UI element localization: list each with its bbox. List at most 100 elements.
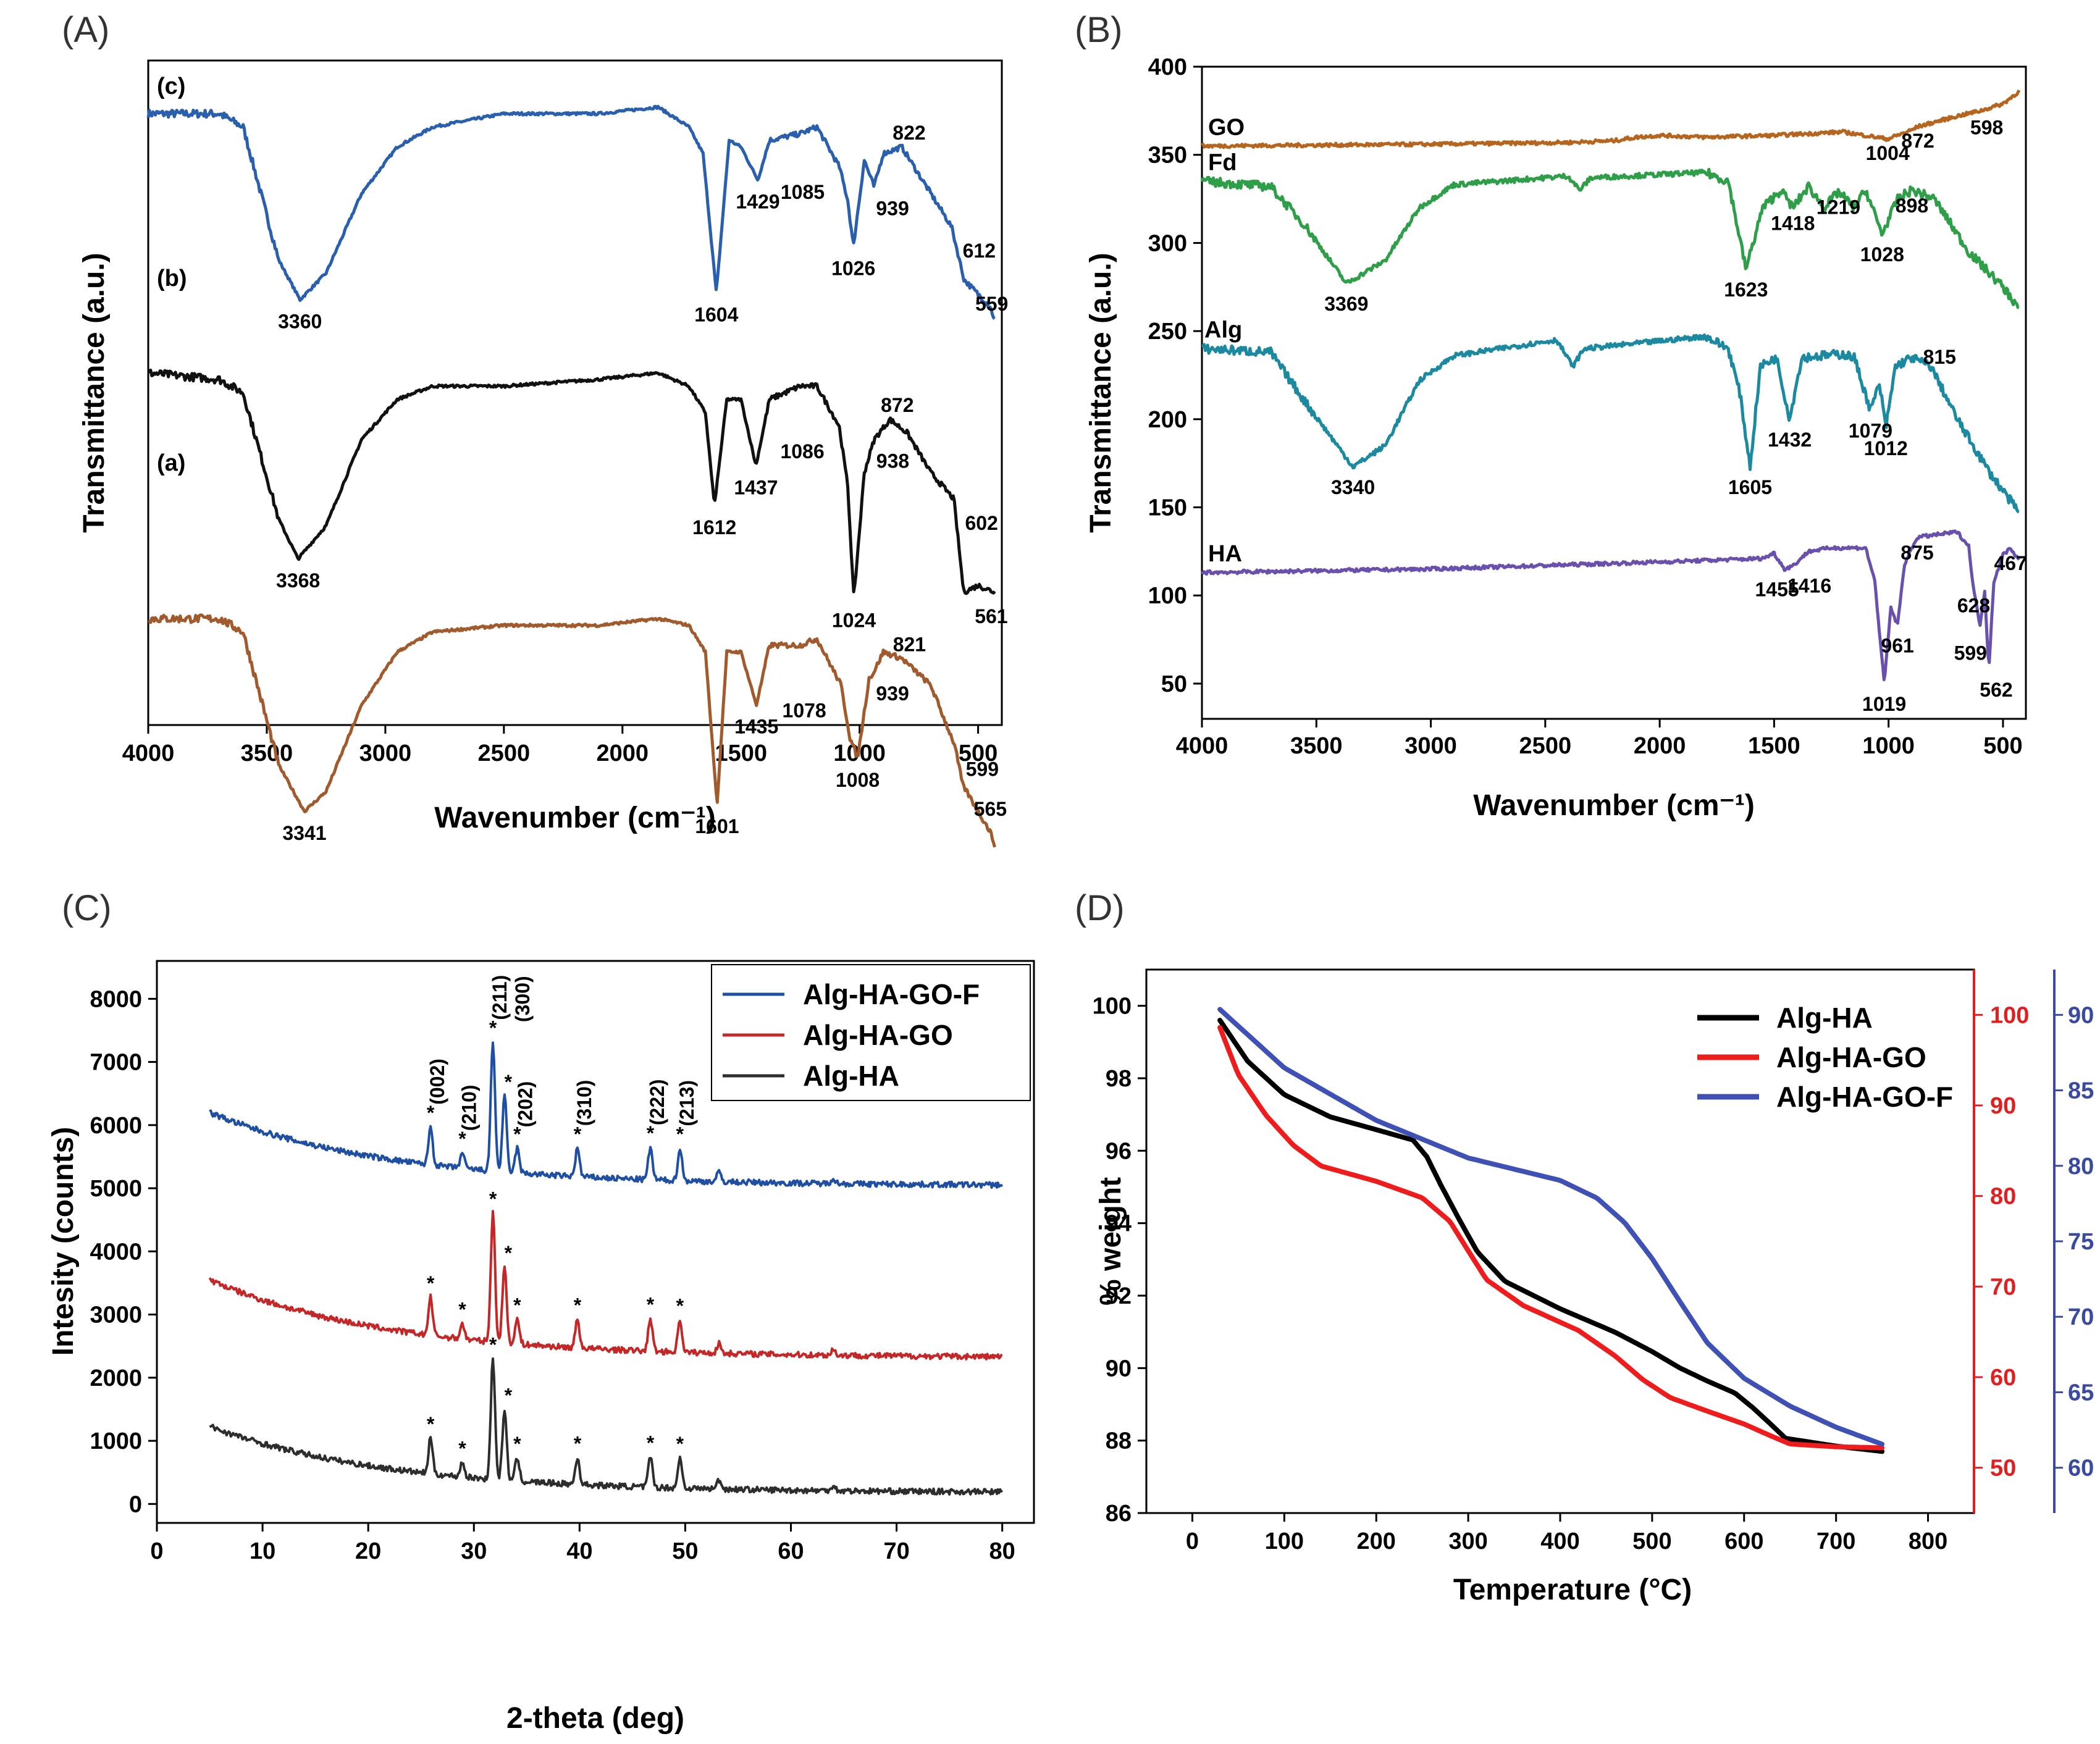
panel-b-label: (B) xyxy=(1075,10,1122,50)
panel-a-peak-labels: (c) 3360 1604 1429 1085 1026 939 822 612 559 (b) 33… xyxy=(157,73,1008,844)
panel-b-series-line xyxy=(1200,167,2020,309)
panel-d-y-tick-label: 92 xyxy=(1106,1283,1132,1309)
panel-c-peak-star: * xyxy=(676,1294,684,1317)
panel-c-hkl-label: (300) xyxy=(511,976,534,1022)
panel-b-x-label: Wavenumber (cm⁻¹) xyxy=(1473,789,1755,822)
panel-d-ticks: 0 100 200 300 400 500 600 700 800 86 88 90 92 94 96 98 1… xyxy=(1093,994,2094,1554)
panel-d: (D) 0 100 200 300 400 500 600 700 800 86 88 90 92 94 9… xyxy=(1075,888,2094,1606)
panel-c-series xyxy=(208,1041,1004,1496)
panel-a-series-name: (a) xyxy=(157,450,185,476)
panel-c-y-tick-label: 0 xyxy=(129,1491,142,1517)
panel-a-peak-label: 1086 xyxy=(780,440,824,463)
panel-c-x-tick-label: 50 xyxy=(672,1538,698,1564)
panel-d-red-tick-label: 80 xyxy=(1990,1184,2016,1210)
panel-a-x-tick-label: 3000 xyxy=(359,740,412,766)
panel-b-peak-label: 1004 xyxy=(1866,142,1910,164)
panel-a-peak-label: 1078 xyxy=(783,699,826,721)
panel-a-peak-label: 612 xyxy=(963,240,996,262)
panel-a-peak-label: 599 xyxy=(966,758,999,780)
panel-b-peak-label: 961 xyxy=(1881,635,1913,657)
panel-a-frame xyxy=(147,59,1003,726)
panel-b-y-tick-label: 200 xyxy=(1148,407,1187,433)
panel-d-blue-tick-label: 85 xyxy=(2068,1078,2094,1104)
panel-a-x-ticks: 4000 3500 3000 2500 2000 1500 1000 500 xyxy=(122,725,998,766)
panel-c-y-tick-label: 5000 xyxy=(90,1176,142,1202)
panel-d-x-tick-label: 500 xyxy=(1632,1528,1671,1554)
panel-c-y-tick-label: 7000 xyxy=(90,1050,142,1076)
panel-b-peak-label: 1455 xyxy=(1755,578,1799,600)
panel-b-y-tick-label: 300 xyxy=(1148,230,1187,256)
panel-c-y-label: Intesity (counts) xyxy=(47,1127,80,1356)
panel-c-x-tick-label: 40 xyxy=(566,1538,592,1564)
panel-b-peak-label: 1079 xyxy=(1849,420,1892,442)
panel-b-peak-label: 872 xyxy=(1901,130,1934,152)
panel-b-x-tick-label: 2000 xyxy=(1634,733,1686,759)
panel-c-series-line xyxy=(208,1210,1003,1360)
panel-b-peak-label: 598 xyxy=(1970,116,2003,138)
panel-c-series-line xyxy=(209,1041,1004,1189)
panel-a-peak-label: 561 xyxy=(975,605,1007,627)
panel-b-peak-label: 898 xyxy=(1896,195,1928,217)
panel-b-x-tick-label: 1500 xyxy=(1748,733,1800,759)
panel-b-y-tick-label: 50 xyxy=(1161,671,1187,697)
panel-a-peak-label: 821 xyxy=(893,633,926,655)
panel-a-series-line xyxy=(148,613,996,848)
panel-c-legend-box xyxy=(711,964,1031,1101)
panel-c-x-tick-label: 80 xyxy=(989,1538,1015,1564)
panel-a-peak-label: 872 xyxy=(881,394,914,416)
panel-a-peak-label: 1601 xyxy=(695,815,739,837)
panel-c-label: (C) xyxy=(62,888,112,928)
panel-a-x-tick-label: 2500 xyxy=(478,740,531,766)
panel-d-x-label: Temperature (°C) xyxy=(1453,1574,1692,1606)
panel-b: (B) 4000 3500 3000 2500 2000 1500 1000 500 50 100… xyxy=(1075,10,2027,822)
panel-b-peak-label: 628 xyxy=(1957,595,1990,617)
panel-a-peak-label: 939 xyxy=(876,197,909,219)
panel-b-peak-label: 562 xyxy=(1980,679,2012,701)
panel-d-series xyxy=(1217,1007,1885,1454)
panel-c-peak-star: * xyxy=(676,1433,684,1455)
panel-b-peak-label: 3369 xyxy=(1324,293,1368,315)
panel-c-peak-star: * xyxy=(489,1334,497,1356)
panel-c-y-tick-label: 6000 xyxy=(90,1113,142,1139)
panel-c-peak-star: * xyxy=(505,1071,513,1093)
panel-c-peak-star: * xyxy=(647,1122,655,1144)
panel-b-x-tick-label: 1000 xyxy=(1862,733,1915,759)
panel-a-peak-label: 938 xyxy=(876,450,909,472)
panel-c-y-tick-label: 3000 xyxy=(90,1302,142,1328)
panel-a-x-tick-label: 4000 xyxy=(122,740,175,766)
panel-d-x-tick-label: 300 xyxy=(1448,1528,1487,1554)
panel-c-peak-star: * xyxy=(647,1432,655,1454)
panel-b-series-name: GO xyxy=(1208,114,1245,140)
panel-d-x-tick-label: 0 xyxy=(1186,1528,1199,1554)
panel-a-series xyxy=(146,104,996,848)
panel-a-peak-label: 3341 xyxy=(282,822,326,844)
panel-c-peak-star: * xyxy=(458,1437,466,1459)
panel-c-y-tick-label: 1000 xyxy=(90,1428,142,1454)
panel-c-peak-star: * xyxy=(427,1102,435,1124)
panel-b-peak-label: 1418 xyxy=(1771,212,1815,234)
panel-a-peak-label: 1429 xyxy=(736,191,779,213)
panel-a-x-tick-label: 500 xyxy=(959,740,998,766)
panel-c-peak-star: * xyxy=(458,1299,466,1321)
panel-b-ticks: 4000 3500 3000 2500 2000 1500 1000 500 50 100 150 2… xyxy=(1148,54,2023,759)
panel-d-series-line xyxy=(1217,1018,1885,1454)
panel-d-red-tick-label: 50 xyxy=(1990,1456,2016,1482)
panel-c-y-tick-label: 8000 xyxy=(90,986,142,1012)
panel-d-y-tick-label: 90 xyxy=(1106,1356,1132,1381)
panel-c-peak-star: * xyxy=(427,1413,435,1435)
panel-c-peak-star: * xyxy=(427,1272,435,1294)
panel-a-y-label: Transmittance (a.u.) xyxy=(78,253,111,532)
legend-alg-ha-go: Alg-HA-GO xyxy=(803,1019,953,1051)
panel-b-series-line xyxy=(1201,89,2021,149)
panel-c-x-tick-label: 30 xyxy=(461,1538,487,1564)
panel-d-y-tick-label: 98 xyxy=(1106,1066,1132,1092)
panel-a-x-tick-label: 2000 xyxy=(597,740,649,766)
panel-b-y-label: Transmittance (a.u.) xyxy=(1085,253,1117,532)
panel-b-peak-label: 815 xyxy=(1923,346,1956,368)
panel-c-ticks: 0 10 20 30 40 50 60 70 80 0 1000 2000 3000 4000 5000 60… xyxy=(90,986,1015,1564)
panel-b-x-tick-label: 3000 xyxy=(1405,733,1457,759)
panel-a-x-tick-label: 1500 xyxy=(715,740,767,766)
panel-a-peak-label: 1604 xyxy=(694,304,738,326)
panel-d-red-tick-label: 70 xyxy=(1990,1274,2016,1300)
